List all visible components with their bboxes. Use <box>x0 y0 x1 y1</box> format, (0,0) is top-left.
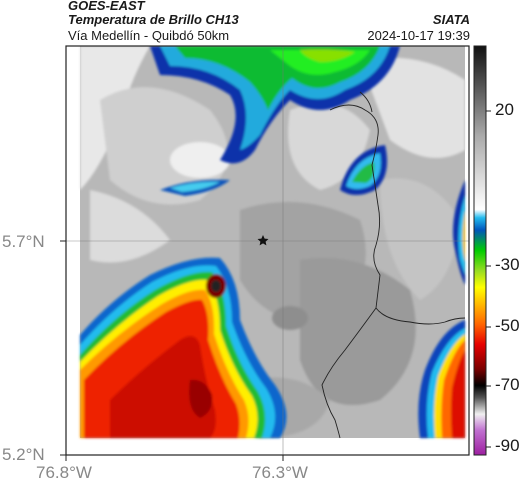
star-icon <box>257 235 269 246</box>
colorbar-tick-20: 20 <box>495 100 514 119</box>
graticule <box>66 46 469 455</box>
cold-cloud-center <box>340 145 388 195</box>
borders <box>321 91 466 439</box>
site-marker <box>257 235 269 246</box>
product-title: Temperatura de Brillo CH13 <box>68 12 239 27</box>
convective-cell-east <box>418 180 465 438</box>
map-frame <box>65 45 470 456</box>
lat-label-5-7: 5.7°N <box>2 232 45 251</box>
cold-cloud-north <box>150 46 400 196</box>
lon-label-76-3: 76.3°W <box>252 463 308 482</box>
colorbar <box>473 45 491 456</box>
convective-cell-southwest <box>80 257 287 438</box>
colorbar-tick-minus90: -90 <box>495 436 520 455</box>
region-label: Vía Medellín - Quibdó 50km <box>68 28 230 43</box>
axis-ticks <box>60 240 284 461</box>
lon-label-76-8: 76.8°W <box>36 463 92 482</box>
datetime-label: 2024-10-17 19:39 <box>367 28 470 43</box>
lat-label-5-2: 5.2°N <box>2 445 45 464</box>
source-label: SIATA <box>432 12 470 27</box>
satellite-title: GOES-EAST <box>68 0 145 13</box>
brightness-temperature-field <box>66 46 469 455</box>
colorbar-tick-minus50: -50 <box>495 316 520 335</box>
colorbar-tick-minus70: -70 <box>495 375 520 394</box>
colorbar-tick-minus30: -30 <box>495 255 520 274</box>
